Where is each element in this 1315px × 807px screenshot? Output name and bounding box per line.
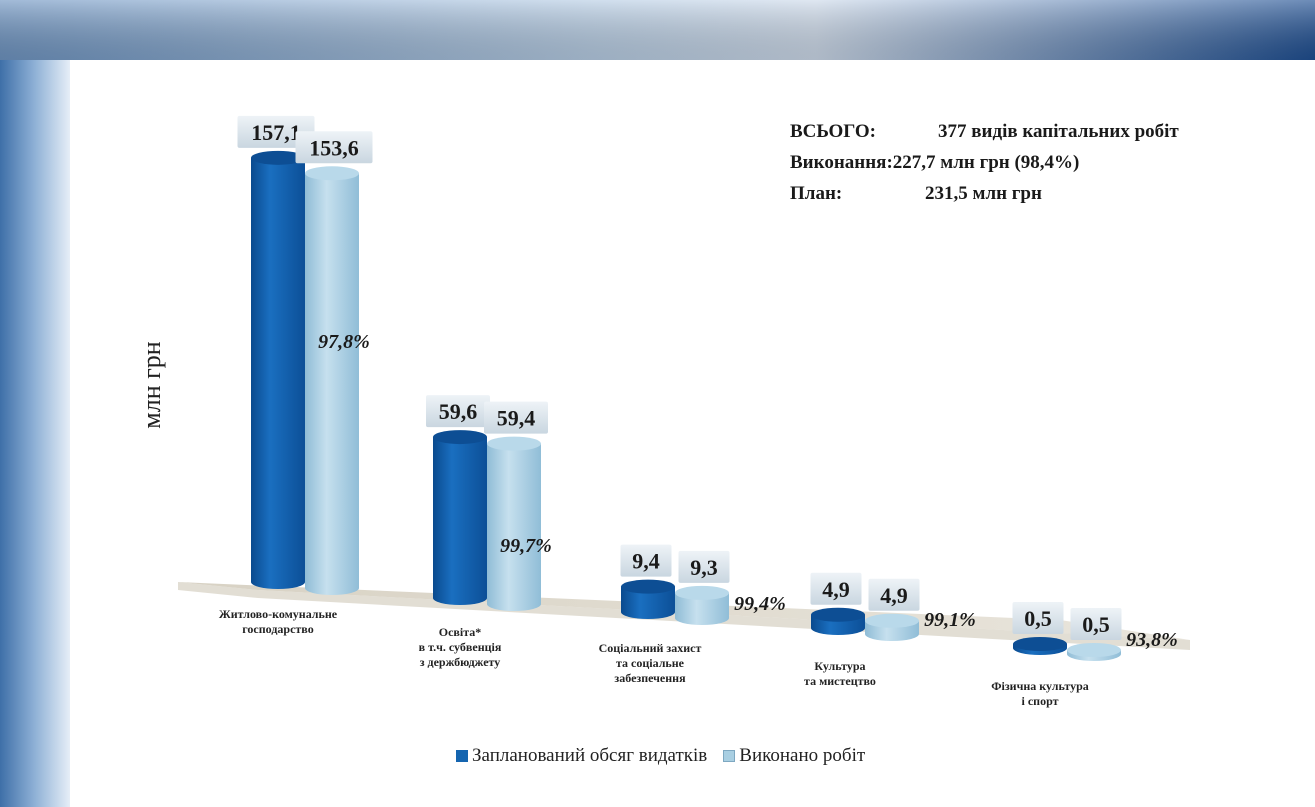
summary-label: План:	[790, 183, 843, 204]
svg-text:4,9: 4,9	[822, 577, 850, 602]
legend: Запланований обсяг видатків Виконано роб…	[456, 745, 881, 767]
category-labels: Житлово-комунальне господарство Освіта* в т…	[219, 607, 1089, 708]
category-label: Культура та мистецтво	[804, 659, 876, 688]
bar-done	[675, 585, 729, 625]
category-label: Фізична культура і спорт	[991, 679, 1089, 708]
legend-label: Виконано робіт	[739, 745, 866, 766]
summary-box: ВСЬОГО: 377 видів капітальних робіт Вико…	[790, 116, 1179, 209]
category-label: Соціальний захист та соціальне забезпеченн…	[599, 641, 702, 685]
bar-done	[487, 436, 541, 611]
summary-row-total: ВСЬОГО: 377 видів капітальних робіт	[790, 116, 1179, 147]
category-label: Освіта* в т.ч. субвенція з держбюджету	[419, 625, 502, 669]
legend-swatch-planned	[456, 750, 468, 762]
svg-text:4,9: 4,9	[880, 583, 908, 608]
bar-done	[865, 613, 919, 641]
bar-planned	[621, 579, 675, 619]
category-label: Житлово-комунальне господарство	[219, 607, 338, 636]
bar-planned	[1013, 637, 1067, 655]
chart-marks: 157,1 153,6 97,8% 59,6 59,4 99,7% 9,4 9,3 99,4% 4…	[237, 115, 1178, 661]
data-label-planned: 59,6	[426, 395, 490, 428]
legend-item-planned: Запланований обсяг видатків	[456, 745, 707, 767]
y-axis-label: млн грн	[137, 341, 166, 429]
data-label-done: 59,4	[484, 401, 548, 434]
legend-swatch-done	[723, 750, 736, 762]
bar-planned	[811, 607, 865, 635]
summary-value: 377 видів капітальних робіт	[938, 121, 1179, 142]
data-label-done: 4,9	[868, 578, 920, 611]
summary-label: Виконання:	[790, 152, 893, 173]
summary-row-plan: План: 231,5 млн грн	[790, 178, 1179, 209]
summary-label: ВСЬОГО:	[790, 121, 876, 142]
data-label-planned: 157,1	[237, 115, 315, 148]
percent-label: 99,1%	[924, 609, 976, 631]
percent-label: 97,8%	[318, 331, 370, 353]
legend-item-done: Виконано робіт	[723, 745, 865, 767]
svg-text:0,5: 0,5	[1024, 606, 1052, 631]
svg-text:153,6: 153,6	[309, 135, 359, 160]
svg-text:59,4: 59,4	[497, 406, 536, 431]
svg-text:59,6: 59,6	[439, 399, 478, 424]
left-side-bar	[0, 60, 70, 807]
svg-text:0,5: 0,5	[1082, 612, 1110, 637]
percent-label: 93,8%	[1126, 629, 1178, 651]
percent-label: 99,4%	[734, 593, 786, 615]
summary-value: 227,7 млн грн (98,4%)	[892, 152, 1080, 173]
svg-text:157,1: 157,1	[251, 120, 301, 145]
data-label-planned: 0,5	[1012, 602, 1064, 634]
percent-label: 99,7%	[500, 535, 552, 557]
bar-done	[305, 166, 359, 595]
svg-text:9,4: 9,4	[632, 549, 660, 574]
data-label-planned: 9,4	[620, 544, 672, 577]
summary-row-execution: Виконання: 227,7 млн грн (98,4%)	[790, 147, 1179, 178]
data-label-planned: 4,9	[810, 572, 862, 605]
bar-done	[1067, 643, 1121, 661]
bar-planned	[433, 430, 487, 605]
bar-planned	[251, 150, 305, 589]
data-label-done: 153,6	[295, 131, 373, 164]
data-label-done: 9,3	[678, 550, 730, 583]
summary-value: 231,5 млн грн	[925, 183, 1042, 204]
svg-text:9,3: 9,3	[690, 555, 718, 580]
legend-label: Запланований обсяг видатків	[472, 745, 708, 766]
data-label-done: 0,5	[1070, 608, 1122, 640]
